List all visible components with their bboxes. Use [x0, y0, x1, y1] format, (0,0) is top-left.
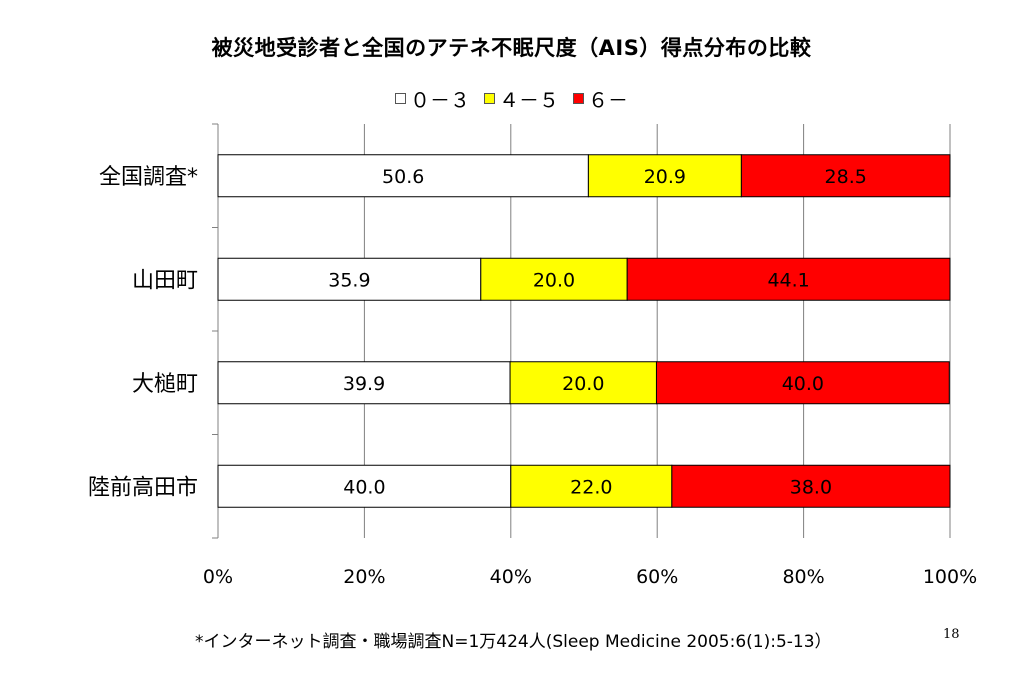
bar-1-2: [626, 257, 951, 301]
data-label-1-1: 20.0: [533, 269, 575, 291]
bar-1-0: [217, 257, 482, 301]
data-label-2-0: 39.9: [343, 373, 385, 395]
data-label-3-1: 22.0: [570, 476, 612, 498]
bar-0-2: [740, 154, 951, 198]
category-label-2: 大槌町: [132, 372, 198, 397]
chart-title: 被災地受診者と全国のアテネ不眠尺度（AIS）得点分布の比較: [211, 36, 812, 60]
data-label-0-0: 50.6: [382, 166, 424, 188]
x-tick-label-0: 0%: [203, 566, 233, 588]
source-footnote: *インターネット調査・職場調査N=1万424人(Sleep Medicine 2…: [195, 632, 832, 652]
legend-item-0-3: ０－３: [395, 84, 470, 113]
legend-swatch-4-5: [484, 93, 495, 104]
data-label-0-1: 20.9: [644, 166, 686, 188]
x-tick-label-2: 40%: [490, 566, 532, 588]
legend: ０－３ ４－５ ６－: [0, 84, 1023, 113]
data-label-1-2: 44.1: [767, 269, 809, 291]
legend-label-0-3: ０－３: [410, 88, 470, 112]
legend-item-4-5: ４－５: [484, 84, 559, 113]
category-label-0: 全国調査*: [99, 165, 198, 190]
legend-item-6-plus: ６－: [573, 84, 628, 113]
legend-label-6-plus: ６－: [588, 88, 628, 112]
legend-label-4-5: ４－５: [499, 88, 559, 112]
bar-0-0: [217, 154, 589, 198]
x-tick-label-3: 60%: [636, 566, 678, 588]
x-tick-label-4: 80%: [782, 566, 824, 588]
data-label-1-0: 35.9: [328, 269, 370, 291]
data-label-2-1: 20.0: [562, 373, 604, 395]
bar-2-1: [509, 361, 657, 405]
x-tick-label-1: 20%: [343, 566, 385, 588]
bar-2-2: [655, 361, 950, 405]
legend-swatch-0-3: [395, 93, 406, 104]
bar-3-0: [217, 464, 512, 508]
x-tick-label-5: 100%: [923, 566, 977, 588]
data-label-2-2: 40.0: [782, 373, 824, 395]
bar-3-2: [671, 464, 951, 508]
bar-2-0: [217, 361, 511, 405]
data-label-3-0: 40.0: [343, 476, 385, 498]
bar-3-1: [510, 464, 673, 508]
page-number: 18: [943, 627, 960, 642]
bar-1-1: [480, 257, 628, 301]
data-label-0-2: 28.5: [825, 166, 867, 188]
data-label-3-2: 38.0: [790, 476, 832, 498]
category-label-1: 山田町: [132, 268, 198, 293]
category-label-3: 陸前高田市: [88, 475, 198, 500]
bar-0-1: [587, 154, 742, 198]
legend-swatch-6-plus: [573, 93, 584, 104]
